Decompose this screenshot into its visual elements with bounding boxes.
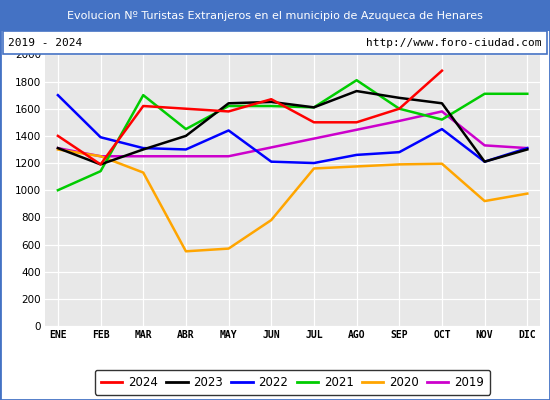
Legend: 2024, 2023, 2022, 2021, 2020, 2019: 2024, 2023, 2022, 2021, 2020, 2019 xyxy=(95,370,490,395)
Text: 2019 - 2024: 2019 - 2024 xyxy=(8,38,82,48)
Text: Evolucion Nº Turistas Extranjeros en el municipio de Azuqueca de Henares: Evolucion Nº Turistas Extranjeros en el … xyxy=(67,11,483,20)
Text: http://www.foro-ciudad.com: http://www.foro-ciudad.com xyxy=(366,38,542,48)
